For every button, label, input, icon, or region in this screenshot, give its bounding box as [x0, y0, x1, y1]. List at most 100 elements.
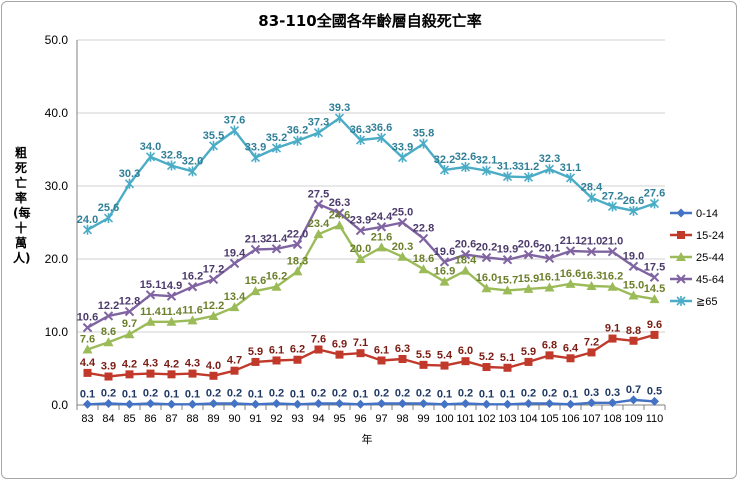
series-lines — [86, 116, 656, 406]
data-label: 6.8 — [542, 339, 557, 351]
data-label: 0.3 — [584, 387, 599, 399]
data-point — [125, 370, 134, 379]
data-point — [418, 264, 429, 274]
data-point — [586, 246, 597, 257]
x-tick-label: 107 — [582, 413, 600, 425]
data-label: 16.2 — [266, 271, 287, 283]
data-point — [335, 350, 344, 359]
data-label: 20.6 — [455, 239, 476, 251]
data-label: 16.2 — [182, 271, 203, 283]
data-label: 35.2 — [266, 132, 287, 144]
data-label: 9.7 — [122, 318, 137, 330]
data-point — [503, 399, 512, 409]
series-line-0-14 — [87, 398, 655, 406]
data-label: 20.0 — [350, 243, 371, 255]
x-tick-label: 102 — [477, 413, 495, 425]
data-point — [650, 330, 659, 339]
data-label: 4.3 — [185, 358, 200, 370]
data-point — [608, 334, 617, 343]
legend-label: 25-44 — [696, 252, 724, 264]
data-point — [250, 286, 261, 296]
data-point — [419, 399, 428, 409]
data-point — [586, 192, 597, 203]
data-point — [103, 213, 114, 224]
data-label: 0.1 — [290, 388, 305, 400]
data-label: 33.9 — [245, 142, 266, 154]
data-label: 32.2 — [434, 154, 455, 166]
data-label: 0.1 — [164, 388, 179, 400]
data-point — [272, 399, 281, 409]
data-point — [676, 252, 686, 261]
data-point — [82, 224, 93, 235]
data-point — [230, 399, 239, 409]
data-point — [167, 370, 176, 379]
data-label: 12.2 — [203, 300, 224, 312]
data-label: 11.4 — [161, 306, 183, 318]
data-label: 32.8 — [161, 150, 182, 162]
data-label: 12.8 — [119, 296, 140, 308]
data-label: 8.6 — [101, 326, 116, 338]
data-point — [418, 233, 429, 244]
data-label: 7.2 — [584, 336, 599, 348]
x-tick-label: 99 — [417, 413, 429, 425]
data-label: 0.1 — [80, 388, 95, 400]
data-point — [397, 251, 408, 261]
data-point — [650, 396, 659, 406]
data-label: 33.9 — [392, 142, 413, 154]
data-point — [461, 357, 470, 366]
data-point — [376, 132, 387, 143]
data-point — [461, 399, 470, 409]
data-label: 3.9 — [101, 361, 116, 373]
data-point — [167, 399, 176, 409]
data-point — [188, 369, 197, 378]
data-point — [293, 399, 302, 409]
data-label: 20.3 — [392, 241, 413, 253]
data-point — [676, 208, 686, 218]
data-label: 14.9 — [161, 280, 182, 292]
data-label: 25.0 — [392, 207, 413, 219]
data-point — [376, 242, 387, 252]
data-label: 36.2 — [287, 125, 308, 137]
legend: 0-14 15-24 25-44 45-64 ≧65 — [670, 208, 724, 308]
data-label: 0.1 — [479, 388, 494, 400]
data-point — [229, 258, 240, 269]
data-point — [628, 261, 639, 272]
data-point — [187, 282, 198, 292]
data-label: 17.2 — [203, 263, 224, 275]
data-point — [83, 368, 92, 377]
data-point — [460, 249, 471, 260]
data-point — [166, 316, 177, 326]
data-point — [334, 208, 345, 218]
data-point — [481, 165, 492, 176]
data-point — [439, 164, 450, 175]
x-tick-label: 93 — [291, 413, 303, 425]
series-line-≧65 — [86, 116, 655, 231]
data-point — [565, 172, 576, 183]
data-label: 6.0 — [458, 345, 473, 357]
series-line-15-24 — [87, 333, 655, 378]
data-point — [544, 253, 555, 263]
data-label: 21.4 — [266, 233, 288, 245]
x-tick-label: 91 — [249, 413, 261, 425]
data-point — [124, 329, 135, 339]
data-point — [649, 198, 660, 209]
data-label: 25.6 — [98, 202, 119, 214]
data-label: 0.2 — [311, 388, 326, 400]
data-point — [208, 140, 219, 151]
data-point — [524, 399, 533, 409]
data-point — [545, 399, 554, 409]
data-label: 19.0 — [623, 250, 644, 262]
data-label: 18.6 — [413, 253, 434, 265]
data-point — [629, 395, 638, 405]
data-label: 10.6 — [77, 312, 98, 324]
data-point — [676, 296, 686, 306]
data-point — [166, 160, 177, 171]
data-label: 6.1 — [269, 344, 284, 356]
data-point — [334, 220, 345, 230]
data-point — [355, 225, 366, 236]
x-tick-label: 89 — [207, 413, 219, 425]
data-label: 0.2 — [101, 388, 116, 400]
data-label: 14.5 — [644, 283, 665, 295]
y-tick-label: 10.0 — [45, 325, 69, 339]
data-point — [418, 138, 429, 149]
